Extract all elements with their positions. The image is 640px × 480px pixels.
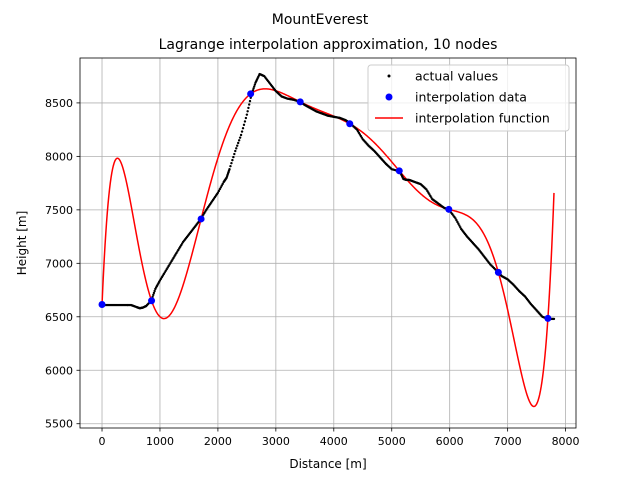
x-tick-label: 1000 — [146, 435, 174, 448]
legend-marker-interpolation-data — [385, 93, 393, 101]
actual-value-point — [236, 144, 239, 147]
x-tick-label: 0 — [99, 435, 106, 448]
interpolation-data-point — [346, 120, 354, 128]
x-axis-label: Distance [m] — [289, 457, 366, 471]
actual-value-point — [237, 139, 241, 142]
interpolation-data-point — [148, 297, 156, 305]
actual-value-point — [243, 120, 247, 123]
actual-value-point — [235, 147, 238, 150]
legend-label-interpolation-data: interpolation data — [415, 90, 527, 105]
x-tick-label: 6000 — [436, 435, 464, 448]
actual-value-point — [220, 184, 223, 187]
actual-value-point — [238, 136, 242, 139]
chart-suptitle: MountEverest — [272, 12, 369, 28]
actual-value-point — [216, 191, 220, 194]
interpolation-data-point — [247, 90, 255, 98]
x-axis: 0 1000 2000 3000 4000 5000 6000 7000 8000 — [99, 428, 580, 448]
actual-value-point — [221, 182, 224, 186]
x-tick-label: 3000 — [262, 435, 290, 448]
actual-value-point — [252, 87, 255, 90]
actual-value-point — [245, 113, 249, 116]
actual-value-point — [244, 116, 248, 120]
plot-area-frame — [79, 57, 577, 429]
y-axis-label: Height [m] — [15, 211, 29, 276]
x-tick-label: 5000 — [378, 435, 406, 448]
actual-value-point — [239, 133, 243, 137]
actual-value-point — [248, 103, 251, 106]
actual-value-point — [253, 83, 257, 86]
y-tick-label: 6000 — [45, 364, 73, 377]
actual-value-point — [455, 218, 458, 222]
actual-value-point — [153, 289, 156, 293]
interpolation-data-point — [197, 215, 205, 223]
y-tick-label: 7500 — [45, 204, 73, 217]
actual-value-point — [217, 189, 221, 193]
actual-value-point — [219, 186, 222, 189]
interpolation-data-point — [544, 314, 552, 322]
interpolation-data-point — [445, 205, 453, 213]
interpolation-data-point — [98, 300, 106, 308]
legend-marker-actual-values — [387, 74, 391, 78]
legend-box — [367, 64, 570, 132]
actual-value-point — [456, 220, 459, 224]
actual-value-point — [234, 149, 237, 153]
interpolation-data-point — [494, 268, 502, 276]
actual-value-point — [454, 217, 457, 220]
x-tick-label: 2000 — [204, 435, 232, 448]
y-tick-label: 6500 — [45, 311, 73, 324]
actual-value-point — [230, 161, 233, 165]
legend-label-interpolation-function: interpolation function — [415, 111, 550, 126]
y-tick-label: 5500 — [45, 418, 73, 431]
actual-value-point — [233, 152, 236, 156]
actual-value-point — [232, 155, 235, 159]
y-axis: 5500 6000 6500 7000 7500 8000 8500 — [45, 97, 80, 431]
y-tick-label: 8500 — [45, 97, 73, 110]
legend: actual values interpolation data interpo… — [367, 64, 570, 132]
y-tick-label: 7000 — [45, 257, 73, 270]
actual-value-point — [459, 226, 462, 229]
actual-value-point — [253, 85, 256, 88]
actual-value-point — [240, 130, 244, 133]
actual-value-point — [152, 293, 155, 297]
actual-value-point — [457, 222, 460, 225]
actual-value-point — [242, 123, 246, 127]
x-tick-label: 8000 — [552, 435, 580, 448]
actual-value-point — [218, 187, 222, 191]
interpolation-data-point — [296, 98, 304, 106]
actual-value-point — [552, 317, 556, 321]
actual-value-point — [231, 158, 234, 162]
interpolation-data-point — [395, 167, 403, 175]
x-tick-label: 4000 — [320, 435, 348, 448]
actual-value-point — [229, 164, 232, 168]
actual-value-point — [241, 127, 245, 130]
actual-value-point — [152, 291, 156, 295]
actual-value-point — [247, 106, 250, 110]
interpolation-function-line — [101, 88, 555, 408]
actual-value-point — [248, 99, 252, 103]
x-tick-label: 7000 — [494, 435, 522, 448]
actual-value-point — [458, 224, 461, 227]
legend-label-actual-values: actual values — [415, 69, 498, 84]
y-tick-label: 8000 — [45, 150, 73, 163]
actual-value-point — [236, 141, 240, 145]
actual-value-point — [228, 168, 231, 171]
chart-title: Lagrange interpolation approximation, 10… — [159, 37, 498, 53]
actual-value-point — [246, 110, 249, 113]
